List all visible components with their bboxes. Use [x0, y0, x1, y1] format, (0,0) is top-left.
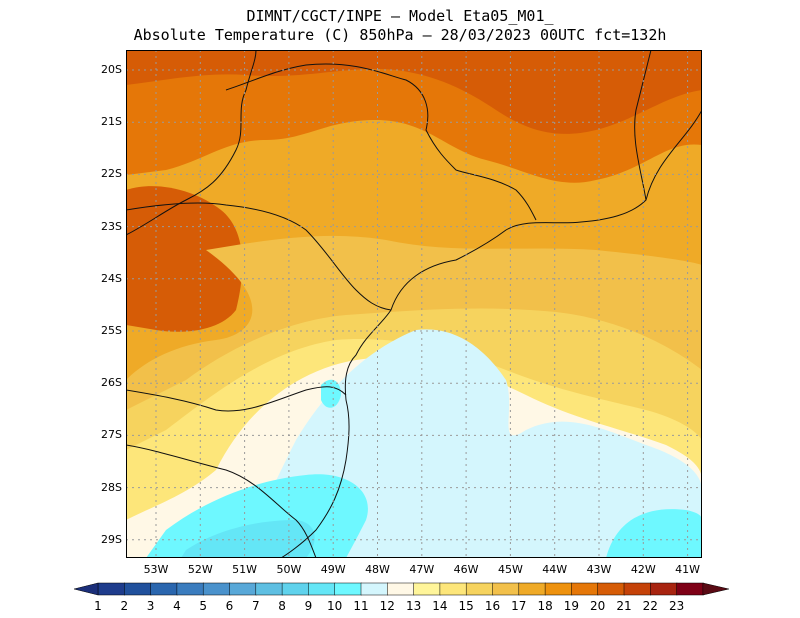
colorbar	[73, 582, 729, 596]
colorbar-tick-label: 15	[458, 599, 474, 613]
state-border-rj-es	[634, 50, 652, 201]
colorbar-segment	[124, 582, 152, 596]
colorbar-tick-label: 6	[225, 599, 234, 613]
colorbar-tick-label: 16	[484, 599, 501, 613]
colorbar-segment	[334, 582, 362, 596]
lat-tick-label: 24S	[101, 271, 122, 285]
lat-tick-label: 25S	[101, 324, 122, 337]
lat-tick-label: 28S	[101, 480, 122, 494]
lon-tick-label: 53W	[143, 563, 169, 576]
colorbar-segment	[150, 582, 178, 596]
lon-tick-label: 46W	[453, 563, 479, 576]
borders	[126, 50, 702, 558]
lat-tick-label: 22S	[101, 167, 122, 181]
colorbar-tick-label: 1	[94, 599, 102, 613]
colorbar-segment	[571, 582, 599, 596]
colorbar-segment	[387, 582, 415, 596]
colorbar-tick-label: 12	[379, 599, 395, 613]
colorbar-segment	[623, 582, 652, 596]
lon-tick-label: 42W	[630, 563, 656, 576]
colorbar-tick-label: 2	[120, 599, 129, 613]
map-title-line1: DIMNT/CGCT/INPE – Model Eta05_M01_	[246, 7, 554, 25]
colorbar-segment	[308, 582, 336, 596]
colorbar-segment	[650, 582, 678, 596]
colorbar-segment	[176, 582, 204, 596]
colorbar-tick-label: 19	[563, 599, 580, 613]
lat-lon-grid	[126, 50, 702, 558]
lon-tick-label: 44W	[542, 563, 568, 576]
field-band-9	[181, 520, 315, 558]
temperature-map	[126, 50, 702, 558]
colorbar-tick-label: 5	[199, 599, 207, 613]
colorbar-tick-label: 10	[327, 599, 343, 613]
lat-tick-label: 23S	[101, 219, 122, 233]
lon-tick-label: 49W	[320, 563, 346, 576]
map-title-line2: Absolute Temperature (C) 850hPa – 28/03/…	[133, 26, 667, 44]
colorbar-segment	[413, 582, 441, 596]
colorbar-segment	[360, 582, 389, 596]
colorbar-tick-label: 17	[511, 599, 527, 613]
colorbar-tick-label: 21	[616, 599, 632, 613]
colorbar-tick-label: 22	[642, 599, 658, 613]
state-border-pr	[126, 202, 392, 311]
lat-tick-label: 27S	[101, 428, 122, 442]
colorbar-tick-label: 4	[173, 599, 181, 613]
colorbar-segment	[229, 582, 257, 596]
field-band-10-se	[606, 509, 702, 558]
colorbar-tick-label: 9	[304, 599, 313, 613]
colorbar-tick-label: 14	[432, 599, 448, 613]
colorbar-tick-label: 11	[353, 599, 369, 613]
colorbar-tick-label: 7	[251, 599, 260, 613]
colorbar-segment	[97, 582, 126, 596]
colorbar-tick-label: 13	[405, 599, 422, 613]
colorbar-tick-label: 23	[668, 599, 685, 613]
lon-tick-label: 41W	[675, 563, 701, 576]
colorbar-segment	[255, 582, 283, 596]
lat-tick-label: 26S	[101, 376, 122, 390]
lon-tick-label: 45W	[497, 563, 523, 576]
state-border-rs	[126, 444, 317, 558]
coastline	[280, 109, 702, 558]
lon-tick-label: 47W	[409, 563, 435, 576]
lat-tick-label: 20S	[101, 63, 122, 76]
colorbar-tick-label: 8	[278, 599, 286, 613]
lon-tick-label: 50W	[276, 563, 302, 576]
colorbar-segment	[676, 582, 704, 596]
colorbar-segment	[281, 582, 310, 596]
lon-tick-label: 51W	[232, 563, 258, 576]
colorbar-segment	[439, 582, 467, 596]
colorbar-tick-label: 3	[146, 599, 155, 613]
lat-tick-label: 21S	[101, 115, 122, 129]
colorbar-tick-label: 18	[537, 599, 553, 613]
lat-tick-label: 29S	[101, 532, 122, 546]
state-border-ms-sp	[126, 50, 257, 236]
colorbar-segment	[465, 582, 494, 596]
colorbar-arrow-low	[73, 582, 99, 596]
colorbar-segment	[492, 582, 520, 596]
lon-tick-label: 48W	[365, 563, 390, 576]
map-frame	[126, 50, 702, 558]
lon-tick-label: 52W	[187, 563, 213, 576]
colorbar-segment	[544, 582, 573, 596]
colorbar-segment	[202, 582, 231, 596]
lon-tick-label: 43W	[586, 563, 612, 576]
colorbar-tick-label: 20	[590, 599, 606, 613]
colorbar-arrow-high	[702, 582, 729, 596]
state-border-sc	[126, 386, 347, 412]
field-band-19-west	[126, 186, 243, 332]
colorbar-segment	[597, 582, 625, 596]
field-band-19	[126, 50, 702, 134]
colorbar-segment	[518, 582, 546, 596]
